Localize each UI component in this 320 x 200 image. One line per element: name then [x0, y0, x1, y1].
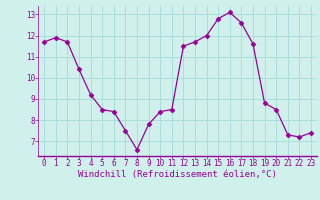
X-axis label: Windchill (Refroidissement éolien,°C): Windchill (Refroidissement éolien,°C)	[78, 170, 277, 179]
